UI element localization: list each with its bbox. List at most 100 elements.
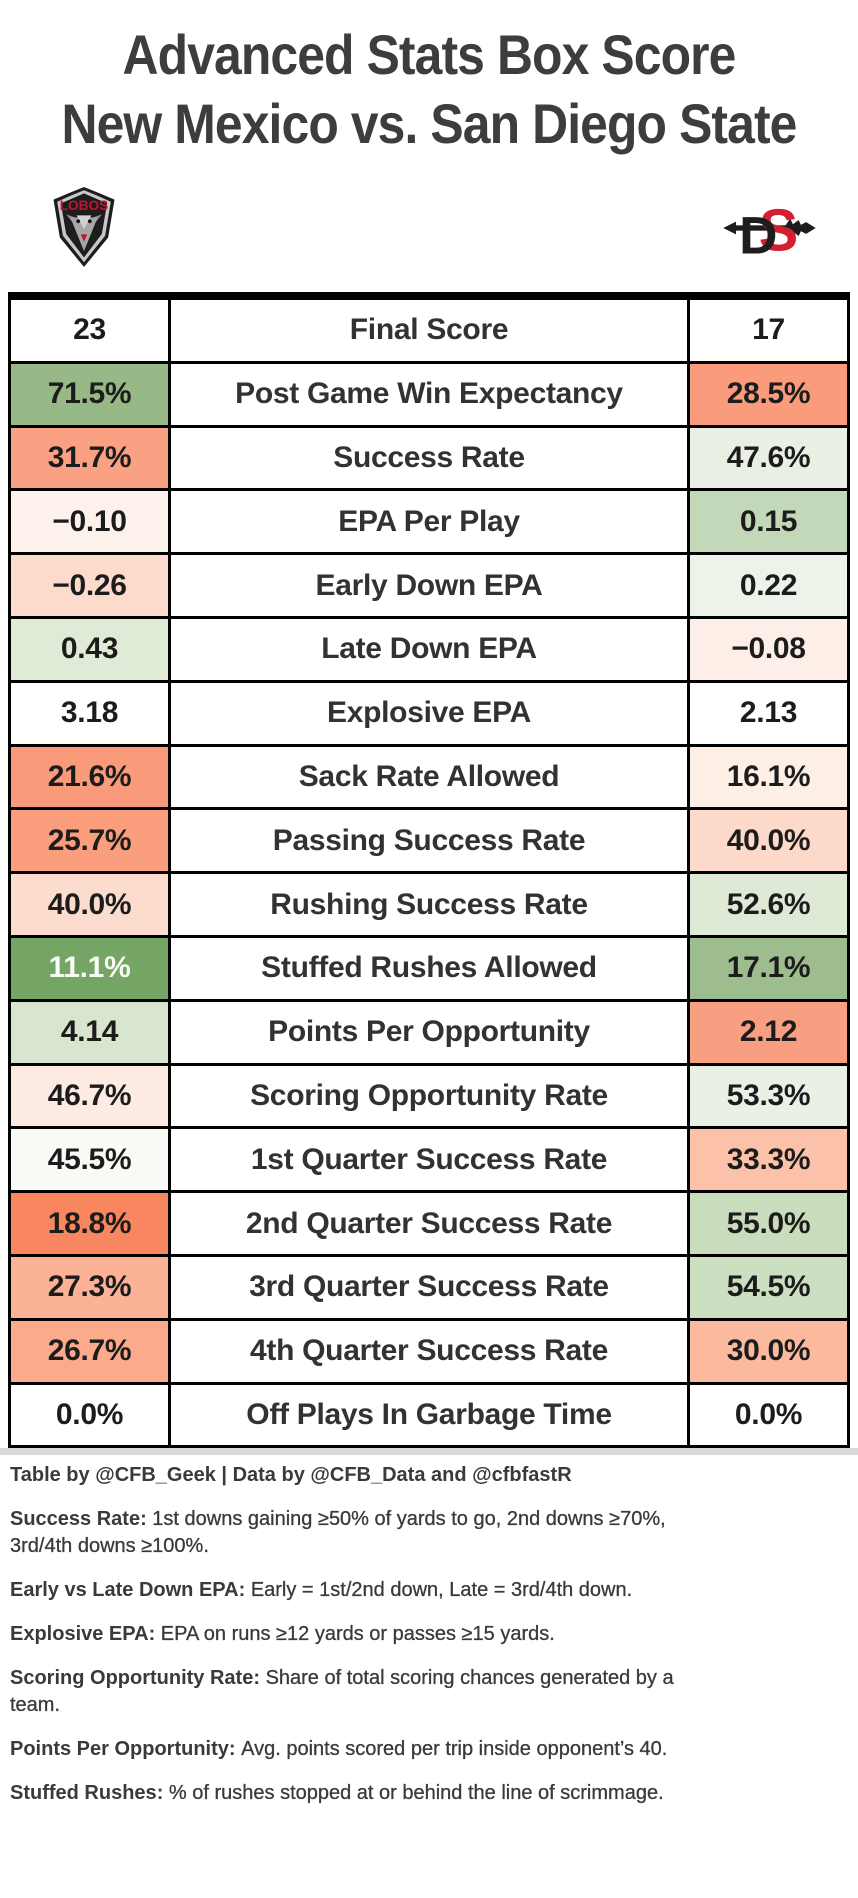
- table-bottom-divider: [0, 1448, 858, 1455]
- stats-table: 23 Final Score 17 71.5% Post Game Win Ex…: [8, 292, 850, 1449]
- stat-definition-label: Scoring Opportunity Rate: [10, 1667, 254, 1689]
- stat-definition-text: Share of total scoring chances generated…: [10, 1667, 674, 1716]
- home-stat-value: 23: [11, 300, 171, 361]
- table-row: 4.14 Points Per Opportunity 2.12: [11, 1001, 847, 1066]
- lobos-right-eye: [87, 219, 92, 224]
- stat-label: Success Rate: [171, 427, 690, 489]
- table-row: 18.8% 2nd Quarter Success Rate 55.0%: [11, 1193, 847, 1257]
- away-stat-value: 53.3%: [690, 1065, 847, 1127]
- away-stat-value: 0.22: [690, 555, 847, 616]
- stat-label: 2nd Quarter Success Rate: [171, 1193, 690, 1254]
- stat-label: Post Game Win Expectancy: [171, 363, 690, 425]
- away-stat-value: 52.6%: [690, 874, 847, 935]
- table-row: 26.7% 4th Quarter Success Rate 30.0%: [11, 1320, 847, 1385]
- stat-label: EPA Per Play: [171, 491, 690, 553]
- table-row: 40.0% Rushing Success Rate 52.6%: [11, 874, 847, 938]
- stat-definition-label: Stuffed Rushes: [10, 1782, 157, 1804]
- home-stat-value: 0.43: [11, 618, 171, 680]
- away-stat-value: 2.12: [690, 1001, 847, 1063]
- table-row: 3.18 Explosive EPA 2.13: [11, 682, 847, 747]
- stat-definition-label: Explosive EPA: [10, 1623, 149, 1645]
- home-stat-value: 45.5%: [11, 1129, 171, 1191]
- footnotes: Table by @CFB_Geek | Data by @CFB_Data a…: [10, 1462, 710, 1824]
- table-row: 0.43 Late Down EPA −0.08: [11, 618, 847, 683]
- home-stat-value: 31.7%: [11, 427, 171, 489]
- stat-definition: Points Per Opportunity: Avg. points scor…: [10, 1736, 710, 1763]
- table-row: 11.1% Stuffed Rushes Allowed 17.1%: [11, 937, 847, 1002]
- home-stat-value: 26.7%: [11, 1320, 171, 1382]
- table-row: 71.5% Post Game Win Expectancy 28.5%: [11, 363, 847, 428]
- title-line-2: New Mexico vs. San Diego State: [61, 92, 797, 155]
- table-row: 23 Final Score 17: [11, 300, 847, 364]
- home-stat-value: 21.6%: [11, 746, 171, 808]
- stat-definition-label: Early vs Late Down EPA: [10, 1579, 239, 1601]
- home-stat-value: 3.18: [11, 682, 171, 744]
- stat-definition-colon: :: [140, 1508, 153, 1530]
- stat-definition-text: EPA on runs ≥12 yards or passes ≥15 yard…: [160, 1623, 555, 1645]
- stat-definition-text: % of rushes stopped at or behind the lin…: [168, 1782, 664, 1804]
- table-row: 0.0% Off Plays In Garbage Time 0.0%: [11, 1384, 847, 1449]
- credit-line: Table by @CFB_Geek | Data by @CFB_Data a…: [10, 1464, 572, 1486]
- away-stat-value: 55.0%: [690, 1193, 847, 1254]
- away-stat-value: 17: [690, 300, 847, 361]
- home-stat-value: 25.7%: [11, 810, 171, 872]
- stat-definitions: Success Rate: 1st downs gaining ≥50% of …: [10, 1506, 710, 1807]
- home-stat-value: −0.26: [11, 555, 171, 616]
- stat-definition: Success Rate: 1st downs gaining ≥50% of …: [10, 1506, 710, 1560]
- stat-definition-colon: :: [156, 1782, 169, 1804]
- stat-label: Stuffed Rushes Allowed: [171, 937, 690, 999]
- sdsu-spear-shaft: [732, 225, 808, 231]
- stat-definition-text: Avg. points scored per trip inside oppon…: [241, 1738, 668, 1760]
- stat-definition-colon: :: [148, 1623, 161, 1645]
- stat-label: 4th Quarter Success Rate: [171, 1320, 690, 1382]
- page-title: Advanced Stats Box Score New Mexico vs. …: [0, 20, 858, 158]
- stat-label: Off Plays In Garbage Time: [171, 1384, 690, 1446]
- stat-definition: Explosive EPA: EPA on runs ≥12 yards or …: [10, 1621, 710, 1648]
- stat-label: Late Down EPA: [171, 618, 690, 680]
- stats-table-body: 23 Final Score 17 71.5% Post Game Win Ex…: [11, 300, 847, 1449]
- stat-definition-colon: :: [228, 1738, 242, 1760]
- lobos-wordmark: LOBOS: [60, 198, 109, 213]
- stat-definition-label: Success Rate: [10, 1508, 141, 1530]
- home-stat-value: 46.7%: [11, 1065, 171, 1127]
- away-stat-value: 0.15: [690, 491, 847, 553]
- away-stat-value: 54.5%: [690, 1256, 847, 1318]
- away-stat-value: 47.6%: [690, 427, 847, 489]
- home-stat-value: 11.1%: [11, 937, 171, 999]
- stat-label: Points Per Opportunity: [171, 1001, 690, 1063]
- stat-definition-label: Points Per Opportunity: [10, 1738, 229, 1760]
- table-row: −0.26 Early Down EPA 0.22: [11, 555, 847, 619]
- home-stat-value: 0.0%: [11, 1384, 171, 1446]
- stat-label: 3rd Quarter Success Rate: [171, 1256, 690, 1318]
- stat-definition-text: Early = 1st/2nd down, Late = 3rd/4th dow…: [250, 1579, 633, 1601]
- away-stat-value: 16.1%: [690, 746, 847, 808]
- away-stat-value: 40.0%: [690, 810, 847, 872]
- new-mexico-lobos-logo: LOBOS: [53, 187, 115, 267]
- stat-label: Rushing Success Rate: [171, 874, 690, 935]
- away-stat-value: 0.0%: [690, 1384, 847, 1446]
- stat-definition-text: 1st downs gaining ≥50% of yards to go, 2…: [10, 1508, 666, 1557]
- table-row: 31.7% Success Rate 47.6%: [11, 427, 847, 492]
- table-row: 46.7% Scoring Opportunity Rate 53.3%: [11, 1065, 847, 1130]
- home-stat-value: 71.5%: [11, 363, 171, 425]
- lobos-wolf-brow: [76, 215, 92, 230]
- home-stat-value: 18.8%: [11, 1193, 171, 1254]
- stat-label: Sack Rate Allowed: [171, 746, 690, 808]
- table-row: 27.3% 3rd Quarter Success Rate 54.5%: [11, 1256, 847, 1321]
- stat-label: Scoring Opportunity Rate: [171, 1065, 690, 1127]
- away-stat-value: 33.3%: [690, 1129, 847, 1191]
- sdsu-spear-left-tip: [723, 221, 736, 235]
- stat-label: 1st Quarter Success Rate: [171, 1129, 690, 1191]
- table-row: 21.6% Sack Rate Allowed 16.1%: [11, 746, 847, 811]
- lobos-left-eye: [76, 219, 81, 224]
- home-stat-value: 27.3%: [11, 1256, 171, 1318]
- home-stat-value: −0.10: [11, 491, 171, 553]
- san-diego-state-logo: S D: [723, 196, 816, 262]
- sdsu-letter-s: S: [759, 196, 799, 262]
- stat-definition: Early vs Late Down EPA: Early = 1st/2nd …: [10, 1577, 710, 1604]
- stat-definition-colon: :: [253, 1667, 266, 1689]
- home-stat-value: 40.0%: [11, 874, 171, 935]
- away-stat-value: 30.0%: [690, 1320, 847, 1382]
- away-stat-value: 2.13: [690, 682, 847, 744]
